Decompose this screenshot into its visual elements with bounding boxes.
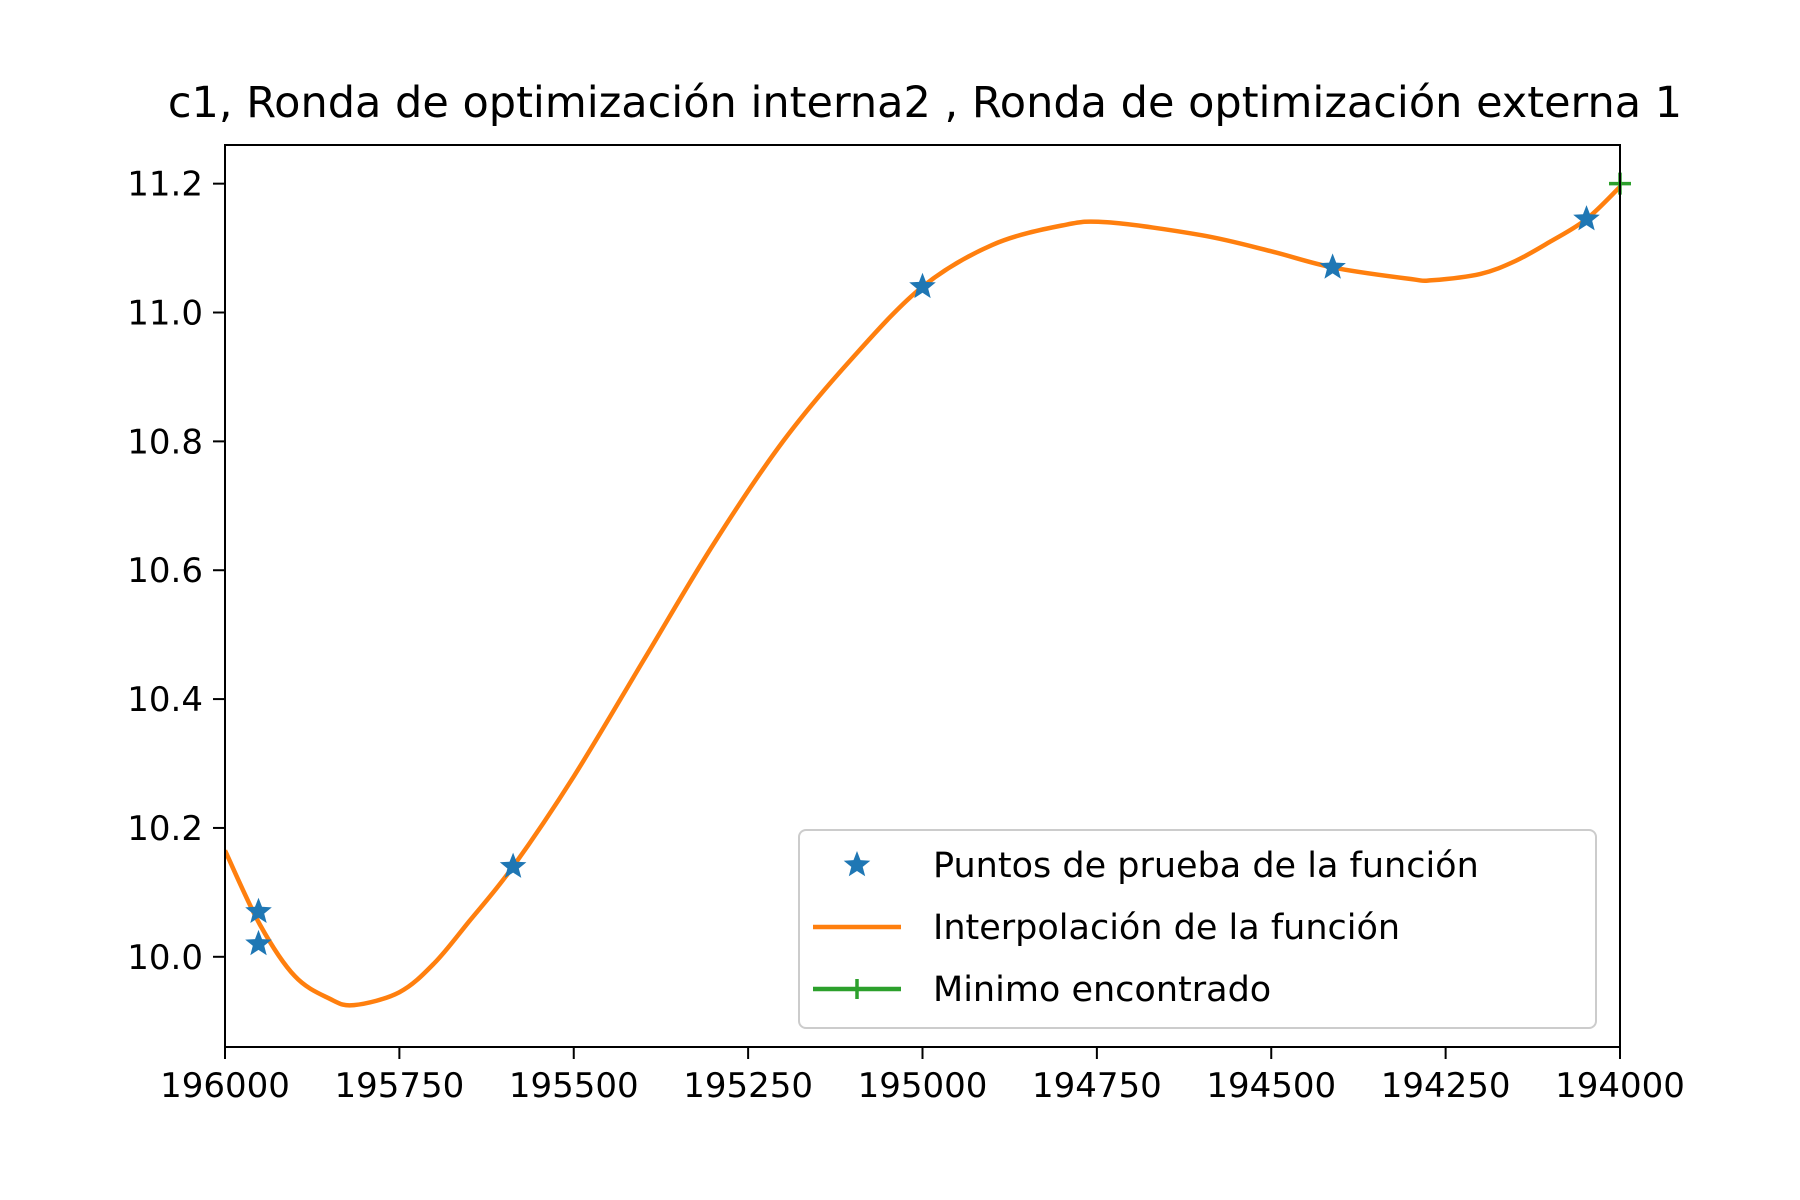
x-tick-label: 195500 [509,1066,639,1106]
y-tick-label: 10.2 [127,809,203,849]
legend-box [798,829,1597,1029]
x-tick-label: 196000 [160,1066,290,1106]
legend-label-interpolation: Interpolación de la función [933,908,1400,948]
x-tick-label: 194250 [1381,1066,1511,1106]
x-tick-label: 195000 [858,1066,988,1106]
interpolation-line [225,185,1620,1008]
y-axis: 10.0 10.2 10.4 10.6 10.8 11.0 11.2 [127,165,225,978]
test-point-marker [499,852,527,878]
y-tick-label: 11.0 [127,294,203,334]
y-tick-label: 10.4 [127,680,203,720]
chart-title: c1, Ronda de optimización interna2 , Ron… [168,78,1682,128]
x-axis: 196000 195750 195500 195250 195000 194750 1945… [160,1047,1685,1106]
y-tick-label: 10.0 [127,938,203,978]
x-tick-label: 194500 [1206,1066,1336,1106]
y-tick-label: 10.6 [127,551,203,591]
test-point-marker [245,897,272,923]
legend-label-minimum: Minimo encontrado [933,970,1271,1010]
test-point-marker [1573,205,1600,231]
y-tick-label: 11.2 [127,165,203,205]
test-point-marker [909,272,936,299]
test-point-marker [245,929,272,956]
legend: Puntos de prueba de la función Interpolac… [798,829,1597,1029]
x-tick-label: 195250 [683,1066,813,1106]
y-tick-label: 10.8 [127,422,203,462]
x-tick-label: 194000 [1555,1066,1685,1106]
legend-star-icon [843,851,871,877]
x-tick-label: 195750 [334,1066,464,1106]
test-point-marker [1319,253,1346,279]
legend-plus-icon [847,979,867,999]
legend-label-test-points: Puntos de prueba de la función [933,846,1479,886]
x-tick-label: 194750 [1032,1066,1162,1106]
